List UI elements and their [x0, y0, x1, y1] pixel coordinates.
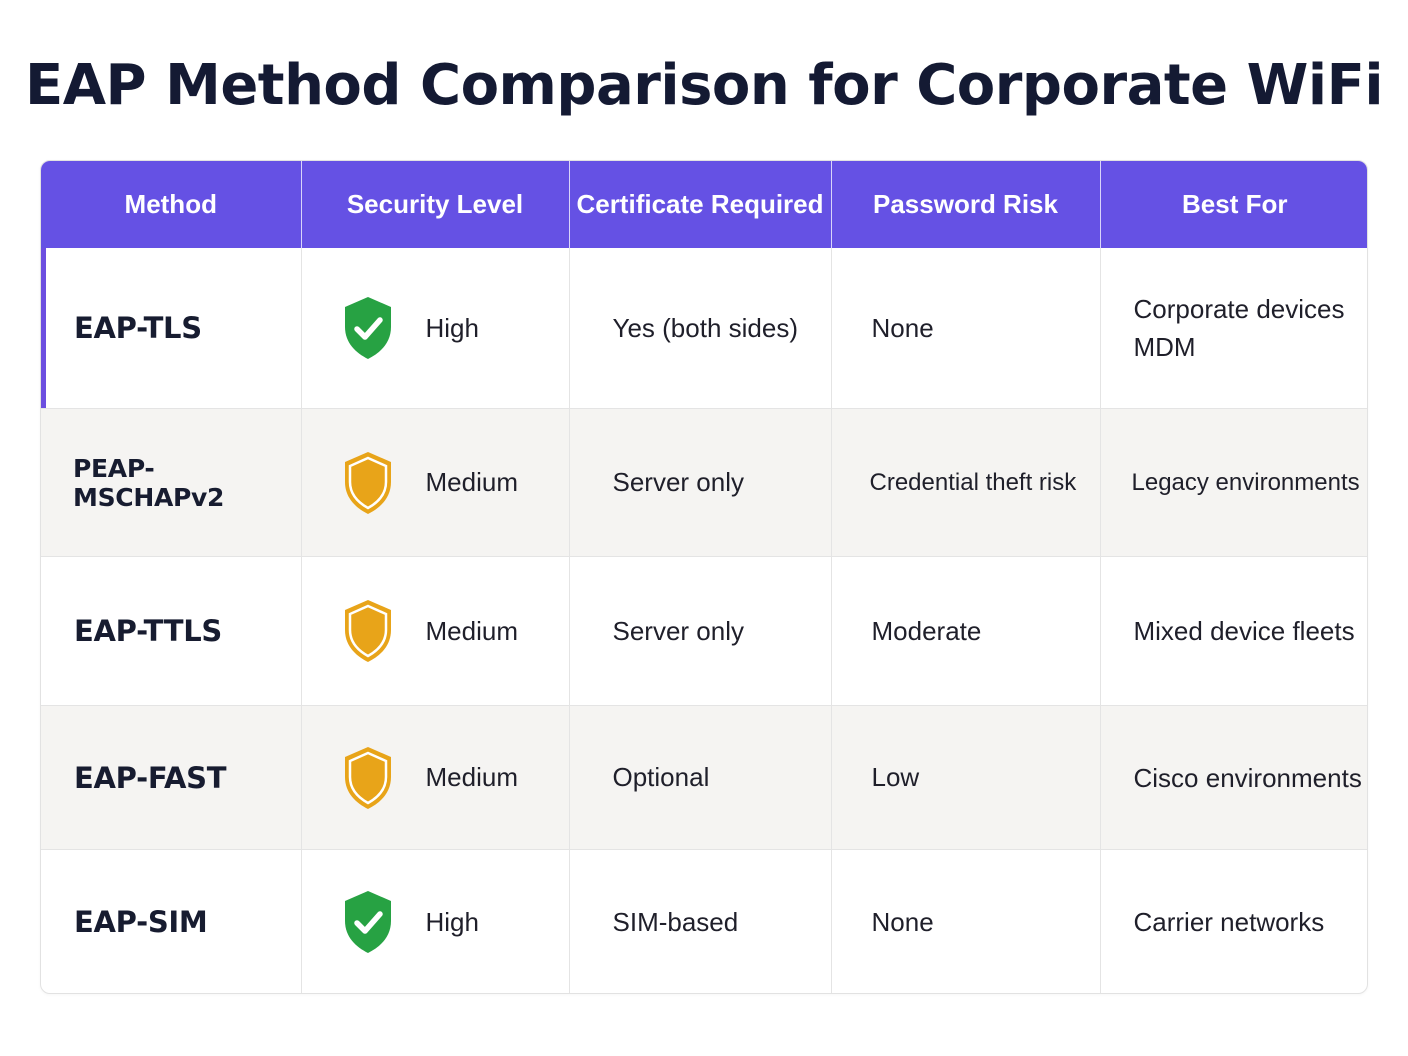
password-risk-cell: Moderate	[831, 556, 1101, 706]
table-row: EAP-TLS High Yes (both sides) None	[41, 248, 1367, 409]
security-level-label: High	[425, 312, 479, 343]
method-cell: EAP-SIM	[41, 849, 302, 993]
best-for-cell: Legacy environments	[1100, 408, 1367, 557]
table-row: EAP-TTLS Medium Server only Moderate	[41, 556, 1367, 706]
certificate-required-cell: Optional	[569, 705, 832, 850]
method-name: EAP-FAST	[74, 760, 227, 795]
password-risk-cell: None	[831, 849, 1101, 993]
security-level-label: Medium	[425, 467, 518, 497]
best-for-cell: Mixed device fleets	[1100, 556, 1367, 706]
security-level-label: High	[425, 906, 479, 937]
header-best-for: Best For	[1100, 161, 1367, 248]
shield-icon	[344, 746, 391, 809]
best-for-cell: Cisco environments	[1100, 705, 1367, 850]
password-risk-cell: Credential theft risk	[831, 408, 1101, 557]
header-certificate-required: Certificate Required	[569, 161, 832, 248]
method-name: EAP-TLS	[74, 311, 202, 345]
method-cell: EAP-FAST	[41, 705, 302, 850]
security-level-cell: High	[301, 849, 570, 993]
best-for-line: Legacy environments	[1131, 468, 1360, 496]
best-for-cell: Carrier networks	[1100, 849, 1367, 993]
method-name: EAP-TTLS	[74, 614, 222, 648]
shield-check-icon	[344, 297, 391, 359]
certificate-required-cell: SIM-based	[569, 849, 832, 993]
method-name: PEAP-MSCHAPv2	[73, 453, 225, 512]
security-level-cell: High	[301, 248, 570, 409]
best-for-cell: Corporate devices MDM	[1100, 248, 1367, 409]
table-header-row: Method Security Level Certificate Requir…	[41, 161, 1367, 248]
method-name: EAP-SIM	[74, 905, 208, 939]
security-level-cell: Medium	[301, 705, 570, 850]
header-security-level: Security Level	[301, 161, 570, 248]
method-cell: PEAP-MSCHAPv2	[41, 408, 302, 557]
shield-icon	[344, 451, 391, 514]
security-level-label: Medium	[425, 615, 518, 646]
certificate-required-cell: Server only	[569, 556, 832, 706]
method-cell: EAP-TTLS	[41, 556, 302, 706]
best-for-line: Cisco environments	[1133, 762, 1362, 793]
shield-check-icon	[344, 891, 391, 953]
security-level-label: Medium	[425, 762, 518, 792]
table-row: EAP-FAST Medium Optional Low	[41, 705, 1367, 850]
table-row: EAP-SIM High SIM-based None	[41, 849, 1367, 993]
method-cell: EAP-TLS	[41, 248, 302, 409]
row-accent-bar	[41, 248, 46, 408]
best-for-line: MDM	[1133, 332, 1196, 362]
header-method: Method	[41, 161, 302, 248]
certificate-required-cell: Server only	[569, 408, 832, 557]
password-risk-cell: Low	[831, 705, 1101, 850]
best-for-line: Mixed device fleets	[1133, 616, 1355, 646]
table-row: PEAP-MSCHAPv2 Medium Server only Credent…	[41, 408, 1367, 557]
best-for-line: Corporate devices	[1133, 294, 1345, 324]
page-title: EAP Method Comparison for Corporate WiFi	[24, 53, 1384, 118]
security-level-cell: Medium	[301, 408, 570, 557]
header-password-risk: Password Risk	[831, 161, 1101, 248]
security-level-cell: Medium	[301, 556, 570, 706]
shield-icon	[344, 600, 391, 662]
certificate-required-cell: Yes (both sides)	[569, 248, 832, 409]
comparison-table: Method Security Level Certificate Requir…	[40, 160, 1368, 994]
password-risk-cell: None	[831, 248, 1101, 409]
best-for-line: Carrier networks	[1133, 907, 1325, 937]
